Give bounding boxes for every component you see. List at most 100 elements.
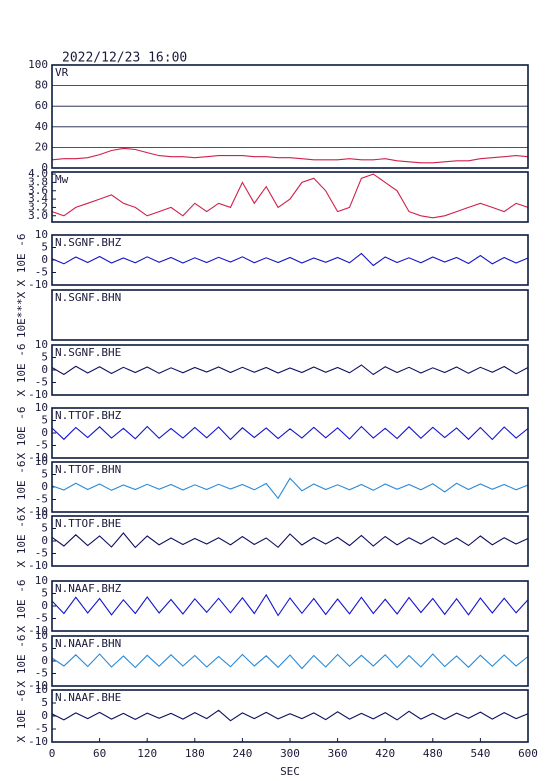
panel-title: N.TTOF.BHE xyxy=(55,517,121,530)
panel-frame xyxy=(51,64,529,169)
trace xyxy=(51,147,529,164)
y-tick-label: 20 xyxy=(35,140,48,153)
y-tick-label: -10 xyxy=(28,388,48,401)
y-tick-label: 5 xyxy=(41,642,48,655)
trace xyxy=(51,532,529,549)
panel-title: N.TTOF.BHZ xyxy=(55,409,122,422)
y-tick-label: 10 xyxy=(35,683,48,696)
panel-frame xyxy=(51,344,529,396)
y-tick-label: -5 xyxy=(35,667,48,680)
y-tick-label: 3.4 xyxy=(28,192,48,205)
page-title: 2022/12/23 16:00 xyxy=(62,51,187,66)
y-tick-label: 10 xyxy=(35,228,48,241)
y-tick-label: 3.2 xyxy=(28,200,48,213)
y-tick-label: 5 xyxy=(41,468,48,481)
panel-title: N.NAAF.BHE xyxy=(55,691,121,704)
y-tick-label: 5 xyxy=(41,241,48,254)
y-tick-label: -5 xyxy=(35,266,48,279)
x-tick-label: 300 xyxy=(280,747,300,760)
panel-frame xyxy=(51,635,529,687)
panel-frame xyxy=(51,171,529,223)
panel-frame xyxy=(51,580,529,632)
x-tick-label: 480 xyxy=(423,747,443,760)
y-tick-label: -5 xyxy=(35,547,48,560)
y-tick-label: -10 xyxy=(28,735,48,748)
y-tick-label: -10 xyxy=(28,624,48,637)
y-tick-label: 0 xyxy=(41,426,48,439)
y-tick-label: 0 xyxy=(41,253,48,266)
y-tick-label: -10 xyxy=(28,559,48,572)
y-tick-label: 0 xyxy=(41,363,48,376)
panel-title: N.TTOF.BHN xyxy=(55,463,121,476)
y-axis-label: X 10E -6 xyxy=(15,580,28,633)
panel-title: N.SGNF.BHE xyxy=(55,346,121,359)
y-tick-label: 10 xyxy=(35,629,48,642)
y-tick-label: 10 xyxy=(35,338,48,351)
y-tick-label: 5 xyxy=(41,414,48,427)
trace xyxy=(51,709,529,722)
panel-frame xyxy=(51,461,529,513)
panel-frame xyxy=(51,515,529,567)
x-axis-label: SEC xyxy=(280,765,300,778)
y-tick-label: 80 xyxy=(35,79,48,92)
y-tick-label: -5 xyxy=(35,722,48,735)
y-tick-label: 3.0 xyxy=(28,209,48,222)
y-tick-label: -10 xyxy=(28,679,48,692)
x-tick-label: 0 xyxy=(49,747,56,760)
y-tick-label: 5 xyxy=(41,696,48,709)
trace xyxy=(51,653,529,670)
y-axis-label: X 10E -6 xyxy=(15,234,28,287)
y-tick-label: -5 xyxy=(35,376,48,389)
x-tick-label: 180 xyxy=(185,747,205,760)
panel-frame xyxy=(51,407,529,459)
trace xyxy=(51,477,529,500)
panel-frame xyxy=(51,689,529,743)
y-tick-label: 10 xyxy=(35,574,48,587)
y-tick-label: 5 xyxy=(41,522,48,535)
y-tick-label: 0 xyxy=(41,534,48,547)
y-tick-label: 60 xyxy=(35,99,48,112)
x-tick-label: 240 xyxy=(232,747,252,760)
y-tick-label: 4.0 xyxy=(28,167,48,180)
y-tick-label: 0 xyxy=(41,599,48,612)
x-tick-label: 360 xyxy=(328,747,348,760)
y-tick-label: 5 xyxy=(41,587,48,600)
y-axis-label: X 10E -6 xyxy=(15,635,28,688)
y-tick-label: 0 xyxy=(41,161,48,174)
y-tick-label: 10 xyxy=(35,401,48,414)
panel-title: N.SGNF.BHN xyxy=(55,291,121,304)
panel-title: N.NAAF.BHN xyxy=(55,637,121,650)
y-axis-label: 10E***X xyxy=(15,291,28,338)
y-tick-label: -10 xyxy=(28,278,48,291)
y-tick-label: -10 xyxy=(28,505,48,518)
panel-frame xyxy=(51,289,529,341)
y-tick-label: 5 xyxy=(41,351,48,364)
trace xyxy=(51,364,529,376)
x-tick-label: 600 xyxy=(518,747,538,760)
y-tick-label: 40 xyxy=(35,120,48,133)
y-tick-label: -5 xyxy=(35,493,48,506)
y-tick-label: -10 xyxy=(28,451,48,464)
trace xyxy=(51,593,529,617)
trace xyxy=(51,252,529,267)
y-tick-label: 10 xyxy=(35,509,48,522)
panel-title: N.NAAF.BHZ xyxy=(55,582,122,595)
panel-title: VR xyxy=(55,66,69,79)
trace xyxy=(51,425,529,441)
trace xyxy=(51,173,529,219)
panel-title: Mw xyxy=(55,173,69,186)
y-axis-label: X 10E -6 xyxy=(15,407,28,460)
y-tick-label: 0 xyxy=(41,654,48,667)
x-tick-label: 420 xyxy=(375,747,395,760)
y-axis-label: X 10E -6 xyxy=(15,461,28,514)
x-tick-label: 60 xyxy=(93,747,106,760)
y-tick-label: 100 xyxy=(28,58,48,71)
y-tick-label: 3.6 xyxy=(28,184,48,197)
y-axis-label: X 10E -6 xyxy=(15,690,28,743)
panel-title: N.SGNF.BHZ xyxy=(55,236,122,249)
y-tick-label: 0 xyxy=(41,709,48,722)
y-axis-label: X 10E -6 xyxy=(15,344,28,397)
x-tick-label: 540 xyxy=(470,747,490,760)
y-tick-label: 0 xyxy=(41,480,48,493)
